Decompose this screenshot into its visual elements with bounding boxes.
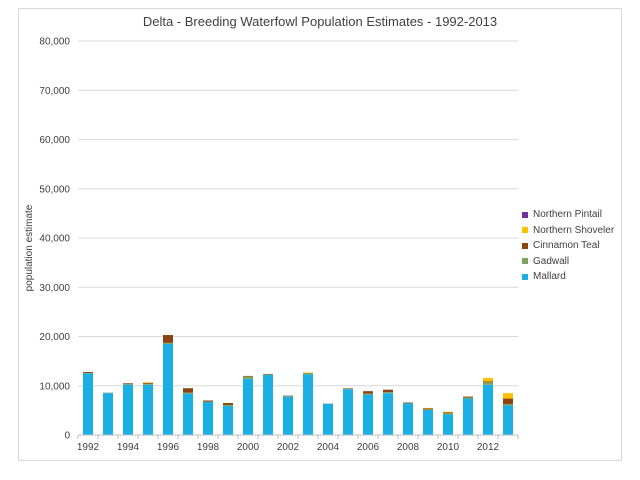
legend-label: Mallard: [533, 271, 566, 283]
bar-segment: [483, 381, 493, 383]
bar-segment: [383, 392, 393, 394]
legend-label: Cinnamon Teal: [533, 240, 600, 252]
bar-segment: [363, 393, 373, 395]
bar-segment: [123, 384, 133, 435]
bar-segment: [163, 335, 173, 343]
y-tick-label: 40,000: [39, 234, 70, 245]
bar-segment: [503, 393, 513, 399]
legend-item: Cinnamon Teal: [522, 238, 614, 254]
bar-segment: [403, 403, 413, 435]
x-tick-label: 2008: [397, 442, 420, 453]
legend-swatch: [522, 242, 528, 249]
legend-item: Northern Pintail: [522, 207, 614, 223]
legend-label: Gadwall: [533, 255, 570, 267]
bar-segment: [443, 412, 453, 414]
bar-segment: [203, 402, 213, 435]
bar-segment: [483, 377, 493, 382]
bar-segment: [143, 384, 153, 435]
legend-item: Mallard: [522, 269, 614, 285]
bar-segment: [143, 382, 153, 384]
bar-segment: [103, 393, 113, 435]
x-tick-label: 2000: [237, 442, 260, 453]
bar-segment: [163, 342, 173, 344]
legend-swatch: [522, 227, 528, 234]
bar-segment: [303, 372, 313, 375]
bar-segment: [363, 391, 373, 394]
bar-segment: [323, 403, 333, 435]
legend-swatch: [522, 258, 528, 265]
bar-segment: [463, 398, 473, 435]
bar-segment: [283, 396, 293, 435]
bar-segment: [363, 394, 373, 435]
y-tick-label: 30,000: [39, 283, 70, 294]
bar-segment: [503, 405, 513, 435]
y-tick-label: 70,000: [39, 86, 70, 97]
chart-legend: Northern Pintail Northern Shoveler Cinnamo…: [522, 207, 614, 285]
bar-segment: [243, 376, 253, 379]
bar-segment: [223, 402, 233, 405]
x-tick-label: 1998: [197, 442, 220, 453]
x-tick-label: 2012: [477, 442, 500, 453]
bar-segment: [123, 383, 133, 385]
x-tick-label: 1996: [157, 442, 180, 453]
y-tick-label: 50,000: [39, 184, 70, 195]
legend-item: Gadwall: [522, 254, 614, 270]
bar-segment: [463, 397, 473, 399]
x-tick-label: 1994: [117, 442, 140, 453]
y-tick-label: 10,000: [39, 381, 70, 392]
bar-segment: [443, 413, 453, 415]
bar-segment: [83, 373, 93, 435]
x-tick-label: 2002: [277, 442, 300, 453]
legend-label: Northern Shoveler: [533, 224, 615, 236]
bar-segment: [143, 383, 153, 385]
bar-segment: [243, 378, 253, 435]
bar-segment: [343, 389, 353, 435]
bar-segment: [183, 388, 193, 393]
bar-segment: [183, 392, 193, 394]
y-axis-label: population estimate: [24, 204, 35, 291]
x-tick-label: 1992: [77, 442, 100, 453]
bar-segment: [163, 343, 173, 435]
legend-swatch: [522, 211, 528, 218]
bar-segment: [223, 404, 233, 406]
x-tick-label: 2004: [317, 442, 340, 453]
y-tick-label: 20,000: [39, 332, 70, 343]
x-tick-label: 2006: [357, 442, 380, 453]
bar-segment: [223, 405, 233, 435]
bar-segment: [303, 374, 313, 435]
bar-segment: [483, 384, 493, 435]
bar-segment: [483, 382, 493, 385]
bar-segment: [83, 371, 93, 373]
bar-segment: [383, 393, 393, 435]
bar-segment: [383, 389, 393, 393]
bar-segment: [423, 409, 433, 435]
legend-item: Northern Shoveler: [522, 223, 614, 239]
bar-segment: [423, 408, 433, 410]
legend-swatch: [522, 273, 528, 280]
legend-label: Northern Pintail: [533, 209, 602, 221]
y-tick-label: 60,000: [39, 135, 70, 146]
chart-title: Delta - Breeding Waterfowl Population Es…: [142, 14, 498, 29]
bar-segment: [263, 374, 273, 435]
bar-segment: [463, 396, 473, 398]
bar-segment: [503, 398, 513, 404]
y-tick-label: 0: [64, 431, 70, 442]
bar-segment: [443, 414, 453, 435]
y-tick-label: 80,000: [39, 37, 70, 48]
x-tick-label: 2010: [437, 442, 460, 453]
bar-segment: [183, 393, 193, 435]
bar-segment: [503, 403, 513, 406]
bar-segment: [203, 400, 213, 402]
